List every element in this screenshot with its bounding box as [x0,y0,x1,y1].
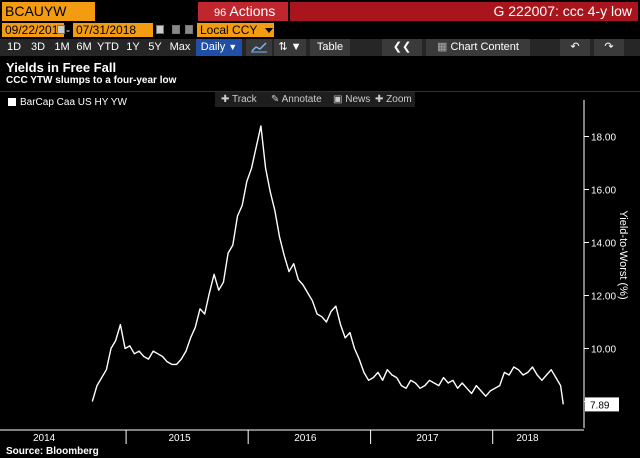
redo-icon[interactable]: ↷ [594,39,624,56]
date-picker-icon[interactable] [185,25,193,34]
range-6m[interactable]: 6M [76,41,92,53]
range-1m[interactable]: 1M [54,41,70,53]
collapse-icon[interactable]: ❮❮ [382,39,422,56]
caret-down-icon: ▼ [228,42,238,52]
compare-icon[interactable]: ⇅ ▼ [274,39,306,56]
x-tick-label: 2014 [33,433,56,444]
track-button[interactable]: ✚ Track [221,92,257,107]
range-ytd[interactable]: YTD [97,41,119,53]
line-chart-icon[interactable] [246,39,272,56]
y-axis-label: Yield-to-Worst (%) [617,210,629,299]
range-1d[interactable]: 1D [6,41,22,53]
y-tick-label: 18.00 [591,133,616,144]
actions-icon: 96 [214,7,227,19]
calendar-icon[interactable] [156,25,164,34]
currency-field[interactable]: Local CCY [197,23,265,37]
actions-label: Actions [229,3,276,19]
y-tick-label: 14.00 [591,239,616,250]
chart-title-bar[interactable]: G 222007: ccc 4-y low [290,2,638,21]
range-3d[interactable]: 3D [30,41,46,53]
y-tick-label: 12.00 [591,292,616,303]
chart-tools: ✚ Track ✎ Annotate ▣ News ✚ Zoom [215,92,415,107]
annotate-button[interactable]: ✎ Annotate [271,92,322,107]
zoom-label: Zoom [386,94,412,105]
zoom-icon: ✚ [375,94,384,105]
chart-title: Yields in Free Fall [6,60,117,75]
x-tick-label: 2018 [516,433,539,444]
news-button[interactable]: ▣ News [333,92,370,107]
crosshair-icon: ✚ [221,94,230,105]
date-row: 09/22/2014 - 07/31/2018 [0,22,640,38]
chart-panel[interactable] [0,91,640,446]
last-value-box [585,397,619,412]
series-line [91,125,564,405]
range-max[interactable]: Max [169,41,191,53]
source-note: Source: Bloomberg [6,446,99,457]
pencil-icon: ✎ [271,94,280,105]
date-separator: - [66,23,70,37]
chart-content-label: Chart Content [450,41,519,53]
y-tick-label: 16.00 [591,186,616,197]
legend-swatch [8,98,16,106]
range-5y[interactable]: 5Y [148,41,162,53]
legend-label: BarCap Caa US HY YW [20,97,127,108]
range-1y[interactable]: 1Y [126,41,140,53]
x-tick-label: 2017 [416,433,439,444]
start-date-field[interactable]: 09/22/2014 [2,23,65,37]
table-button[interactable]: Table [310,39,350,56]
x-tick-label: 2015 [168,433,191,444]
chart-toolbar: 1D 3D 1M 6M YTD 1Y 5Y Max Daily ▼ ⇅ ▼ Ta… [0,39,640,56]
chevron-down-icon[interactable] [264,23,274,37]
date-picker-icon[interactable] [172,25,180,34]
zoom-button[interactable]: ✚ Zoom [375,92,412,107]
end-date-field[interactable]: 07/31/2018 [73,23,153,37]
news-label: News [345,94,371,105]
frequency-label: Daily [200,41,226,53]
track-label: Track [232,94,257,105]
last-value-label: 7.89 [590,400,610,411]
chart-content-icon: ▦ [437,41,448,53]
chart-content-button[interactable]: ▦ Chart Content [426,39,530,56]
frequency-dropdown[interactable]: Daily ▼ [196,39,242,56]
news-icon: ▣ [333,94,343,105]
undo-icon[interactable]: ↶ [560,39,590,56]
y-tick-label: 10.00 [591,345,616,356]
chart-subtitle: CCC YTW slumps to a four-year low [6,75,177,86]
x-tick-label: 2016 [294,433,317,444]
legend: BarCap Caa US HY YW [8,97,127,108]
ticker-spacer [95,2,198,21]
calendar-icon[interactable] [57,25,65,34]
annotate-label: Annotate [281,94,322,105]
